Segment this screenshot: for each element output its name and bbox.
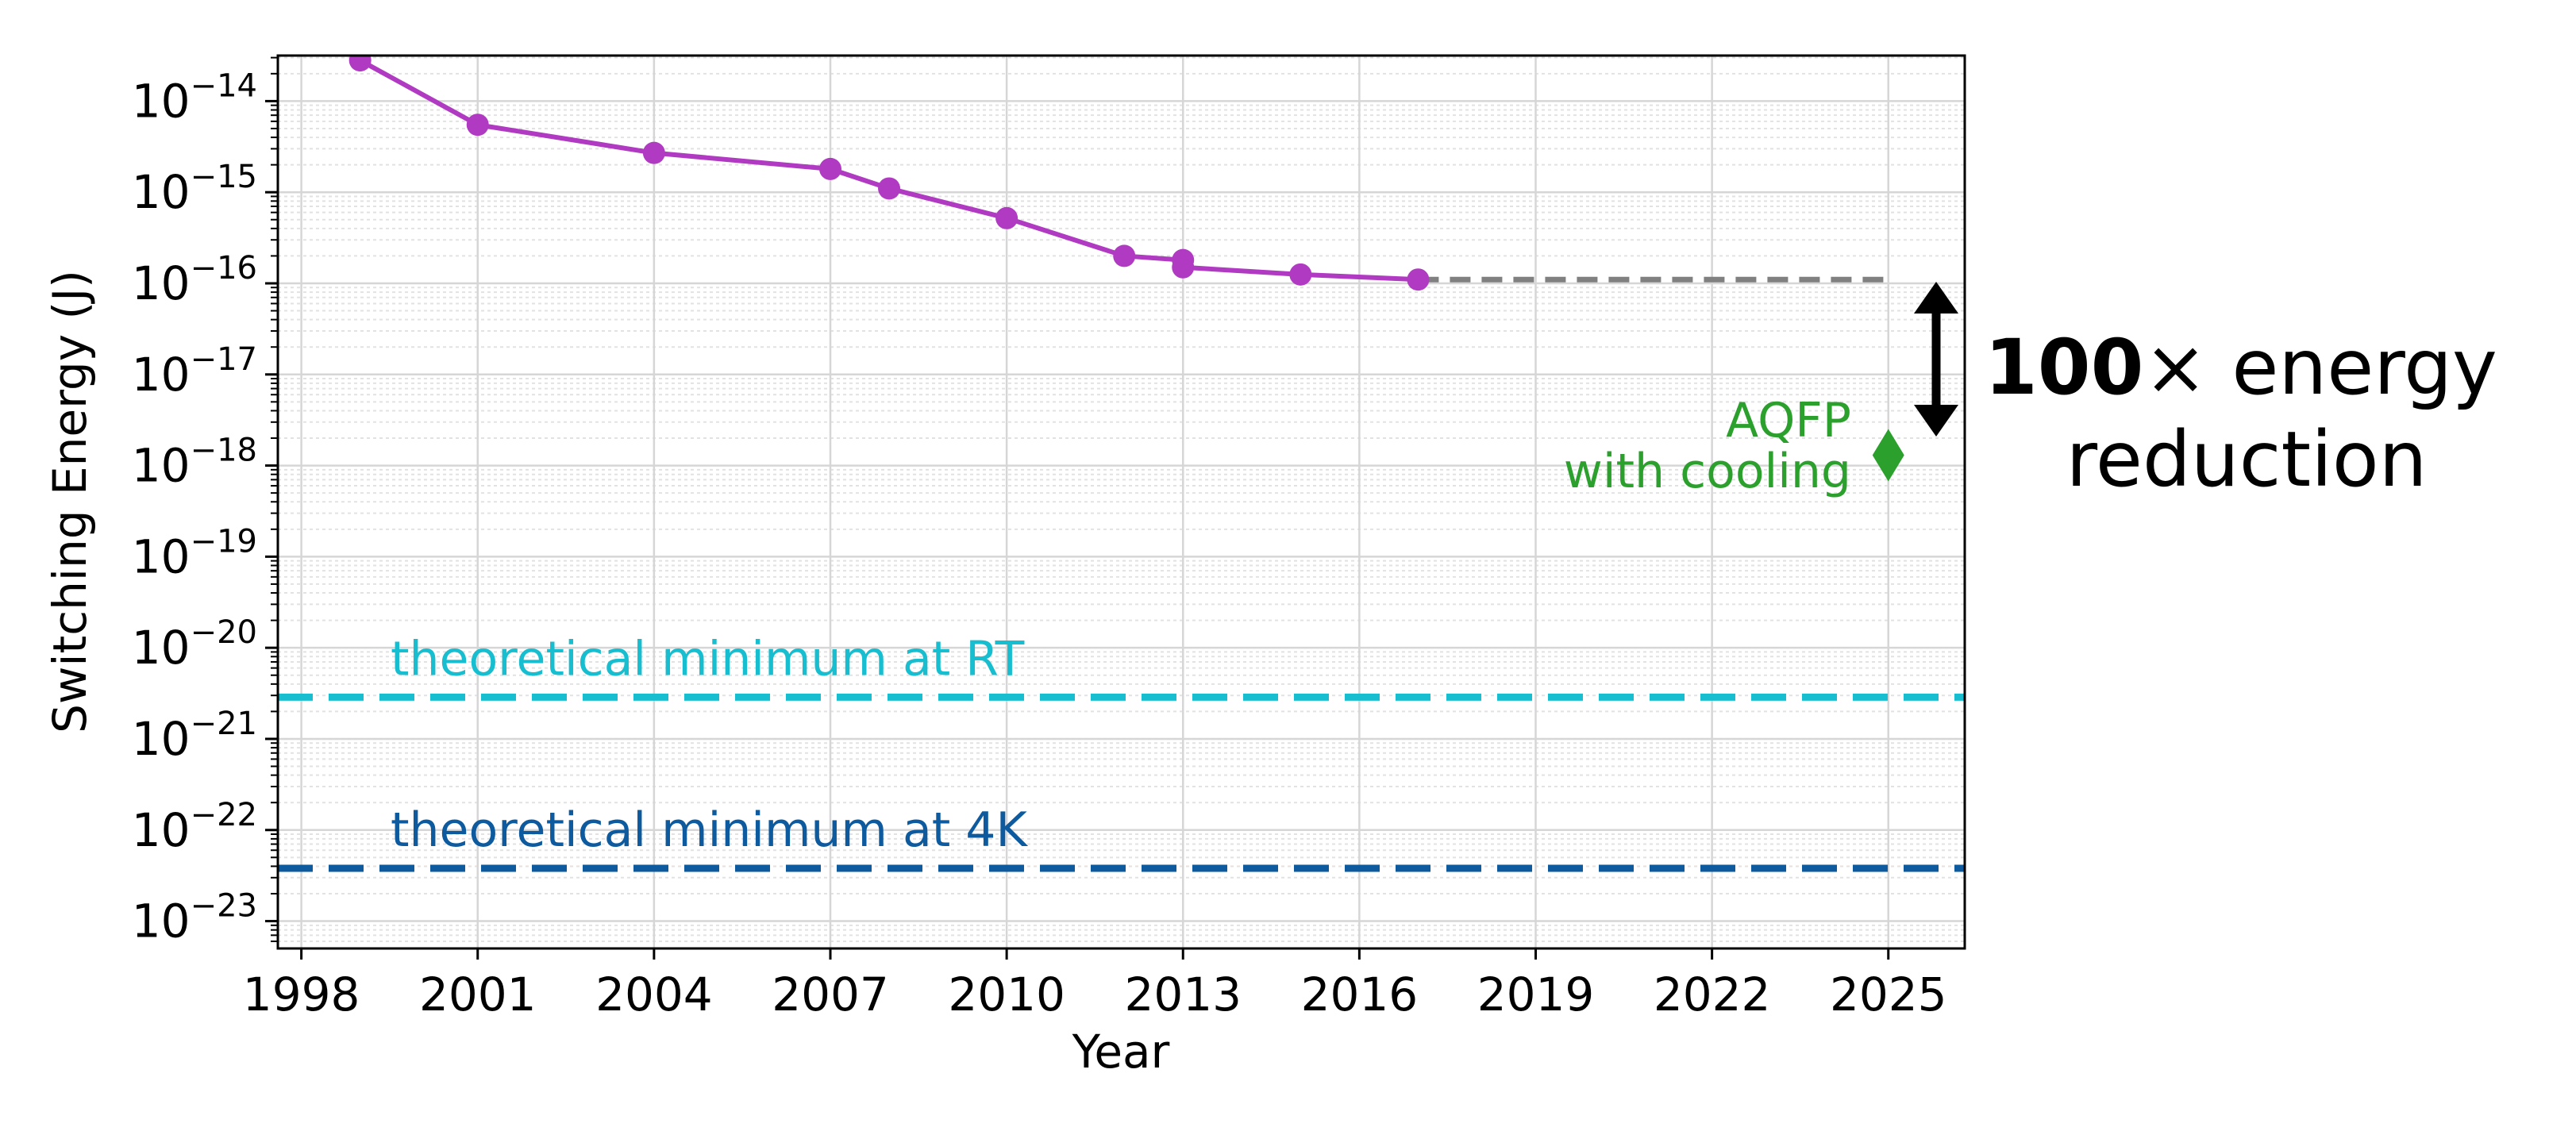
- data-point: [878, 177, 901, 200]
- reduction-arrow: [1914, 282, 1958, 437]
- y-tick-base: 10: [132, 165, 191, 219]
- y-axis-ticks: 10−1410−1510−1610−1710−1810−1910−2010−21…: [132, 56, 278, 948]
- minor-grid: [278, 56, 1965, 943]
- callout-bold-number: 100: [1985, 323, 2143, 412]
- y-tick-base: 10: [132, 74, 191, 128]
- x-tick-label: 2022: [1654, 968, 1771, 1021]
- x-tick-label: 2010: [948, 968, 1065, 1021]
- data-series: [348, 56, 1904, 482]
- x-tick-label: 2016: [1301, 968, 1419, 1021]
- y-tick-base: 10: [132, 894, 191, 948]
- reduction-callout-line2: reduction: [2066, 415, 2428, 504]
- y-tick-base: 10: [132, 439, 191, 493]
- reference-label-4k: theoretical minimum at 4K: [391, 802, 1028, 858]
- data-point: [818, 157, 841, 180]
- y-tick-label: 10−14: [132, 67, 257, 128]
- y-tick-exponent: −21: [191, 706, 257, 742]
- y-tick-exponent: −22: [191, 797, 257, 833]
- y-tick-base: 10: [132, 348, 191, 402]
- y-tick-label: 10−23: [132, 888, 257, 948]
- x-tick-label: 2025: [1830, 968, 1947, 1021]
- y-tick-label: 10−18: [132, 433, 257, 493]
- x-tick-label: 2007: [772, 968, 889, 1021]
- y-tick-label: 10−22: [132, 797, 257, 857]
- y-tick-base: 10: [132, 621, 191, 675]
- y-axis-title: Switching Energy (J): [43, 270, 97, 733]
- x-tick-label: 2013: [1124, 968, 1242, 1021]
- data-point: [1172, 256, 1195, 279]
- y-tick-exponent: −18: [191, 433, 257, 469]
- y-tick-label: 10−21: [132, 706, 257, 766]
- x-axis-ticks: 1998 2001 2004 2007 2010 2013 2016 2019 2022 2025: [243, 948, 1947, 1021]
- y-tick-exponent: −16: [191, 250, 257, 287]
- y-tick-base: 10: [132, 256, 191, 310]
- reference-label-rt: theoretical minimum at RT: [391, 631, 1025, 687]
- x-tick-label: 2004: [595, 968, 713, 1021]
- y-tick-exponent: −23: [191, 888, 257, 925]
- data-point: [348, 56, 372, 72]
- y-tick-exponent: −19: [191, 523, 257, 560]
- y-tick-base: 10: [132, 803, 191, 857]
- x-tick-label: 2019: [1477, 968, 1595, 1021]
- data-point: [466, 113, 489, 137]
- x-tick-label: 2001: [419, 968, 537, 1021]
- data-point: [1289, 263, 1312, 286]
- reduction-callout-line1: 100× energy: [1985, 323, 2497, 412]
- y-tick-exponent: −20: [191, 614, 257, 651]
- y-tick-base: 10: [132, 712, 191, 766]
- y-tick-base: 10: [132, 529, 191, 583]
- aqfp-diamond-marker: [1872, 429, 1904, 482]
- data-point: [995, 206, 1018, 229]
- y-tick-label: 10−19: [132, 523, 257, 583]
- y-tick-exponent: −17: [191, 341, 257, 378]
- data-point: [1407, 268, 1430, 291]
- data-point: [1113, 244, 1136, 267]
- y-tick-label: 10−17: [132, 341, 257, 402]
- reference-labels: theoretical minimum at RT theoretical min…: [391, 631, 1028, 858]
- y-tick-exponent: −14: [191, 67, 257, 104]
- aqfp-label-line: with cooling: [1564, 444, 1851, 499]
- y-tick-exponent: −15: [191, 159, 257, 195]
- y-tick-label: 10−15: [132, 159, 257, 219]
- callout-rest: × energy: [2143, 323, 2497, 412]
- y-tick-label: 10−20: [132, 614, 257, 675]
- x-axis-title: Year: [1072, 1025, 1170, 1079]
- data-point: [642, 141, 665, 164]
- x-tick-label: 1998: [243, 968, 360, 1021]
- reference-lines: [278, 693, 1965, 872]
- major-grid: [278, 56, 1965, 948]
- y-tick-label: 10−16: [132, 250, 257, 310]
- aqfp-label-line: AQFP: [1726, 393, 1851, 448]
